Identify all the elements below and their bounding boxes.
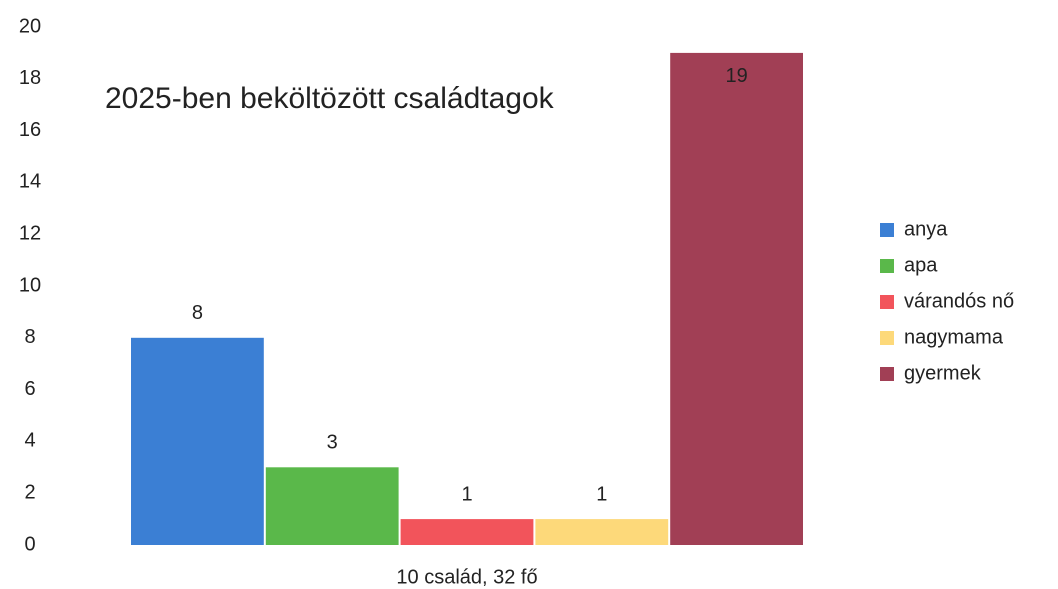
bar [670,52,803,546]
legend-swatch [880,331,894,345]
data-label: 1 [596,483,607,505]
y-tick-label: 16 [19,119,41,141]
bar [535,519,669,545]
y-tick-label: 4 [24,430,35,452]
y-tick-label: 0 [24,533,35,555]
legend-swatch [880,223,894,237]
y-tick-label: 12 [19,222,41,244]
legend-label: várandós nő [904,290,1014,312]
legend-swatch [880,295,894,309]
y-tick-label: 18 [19,67,41,89]
legend-label: apa [904,254,938,276]
y-tick-label: 6 [24,378,35,400]
data-label: 8 [192,302,203,324]
bar [265,467,399,545]
chart-title: 2025-ben beköltözött családtagok [105,82,555,115]
legend-swatch [880,259,894,273]
legend-swatch [880,367,894,381]
y-tick-label: 2 [24,481,35,503]
data-label: 19 [725,65,747,87]
bar [131,337,264,545]
y-tick-label: 8 [24,326,35,348]
bar [400,519,534,545]
y-tick-label: 20 [19,15,41,37]
x-tick-label: 10 család, 32 fő [396,566,537,588]
y-tick-label: 10 [19,274,41,296]
data-label: 1 [461,483,472,505]
legend-label: anya [904,218,948,240]
legend-label: nagymama [904,326,1004,348]
y-tick-label: 14 [19,171,41,193]
legend-label: gyermek [904,362,982,384]
data-label: 3 [327,432,338,454]
